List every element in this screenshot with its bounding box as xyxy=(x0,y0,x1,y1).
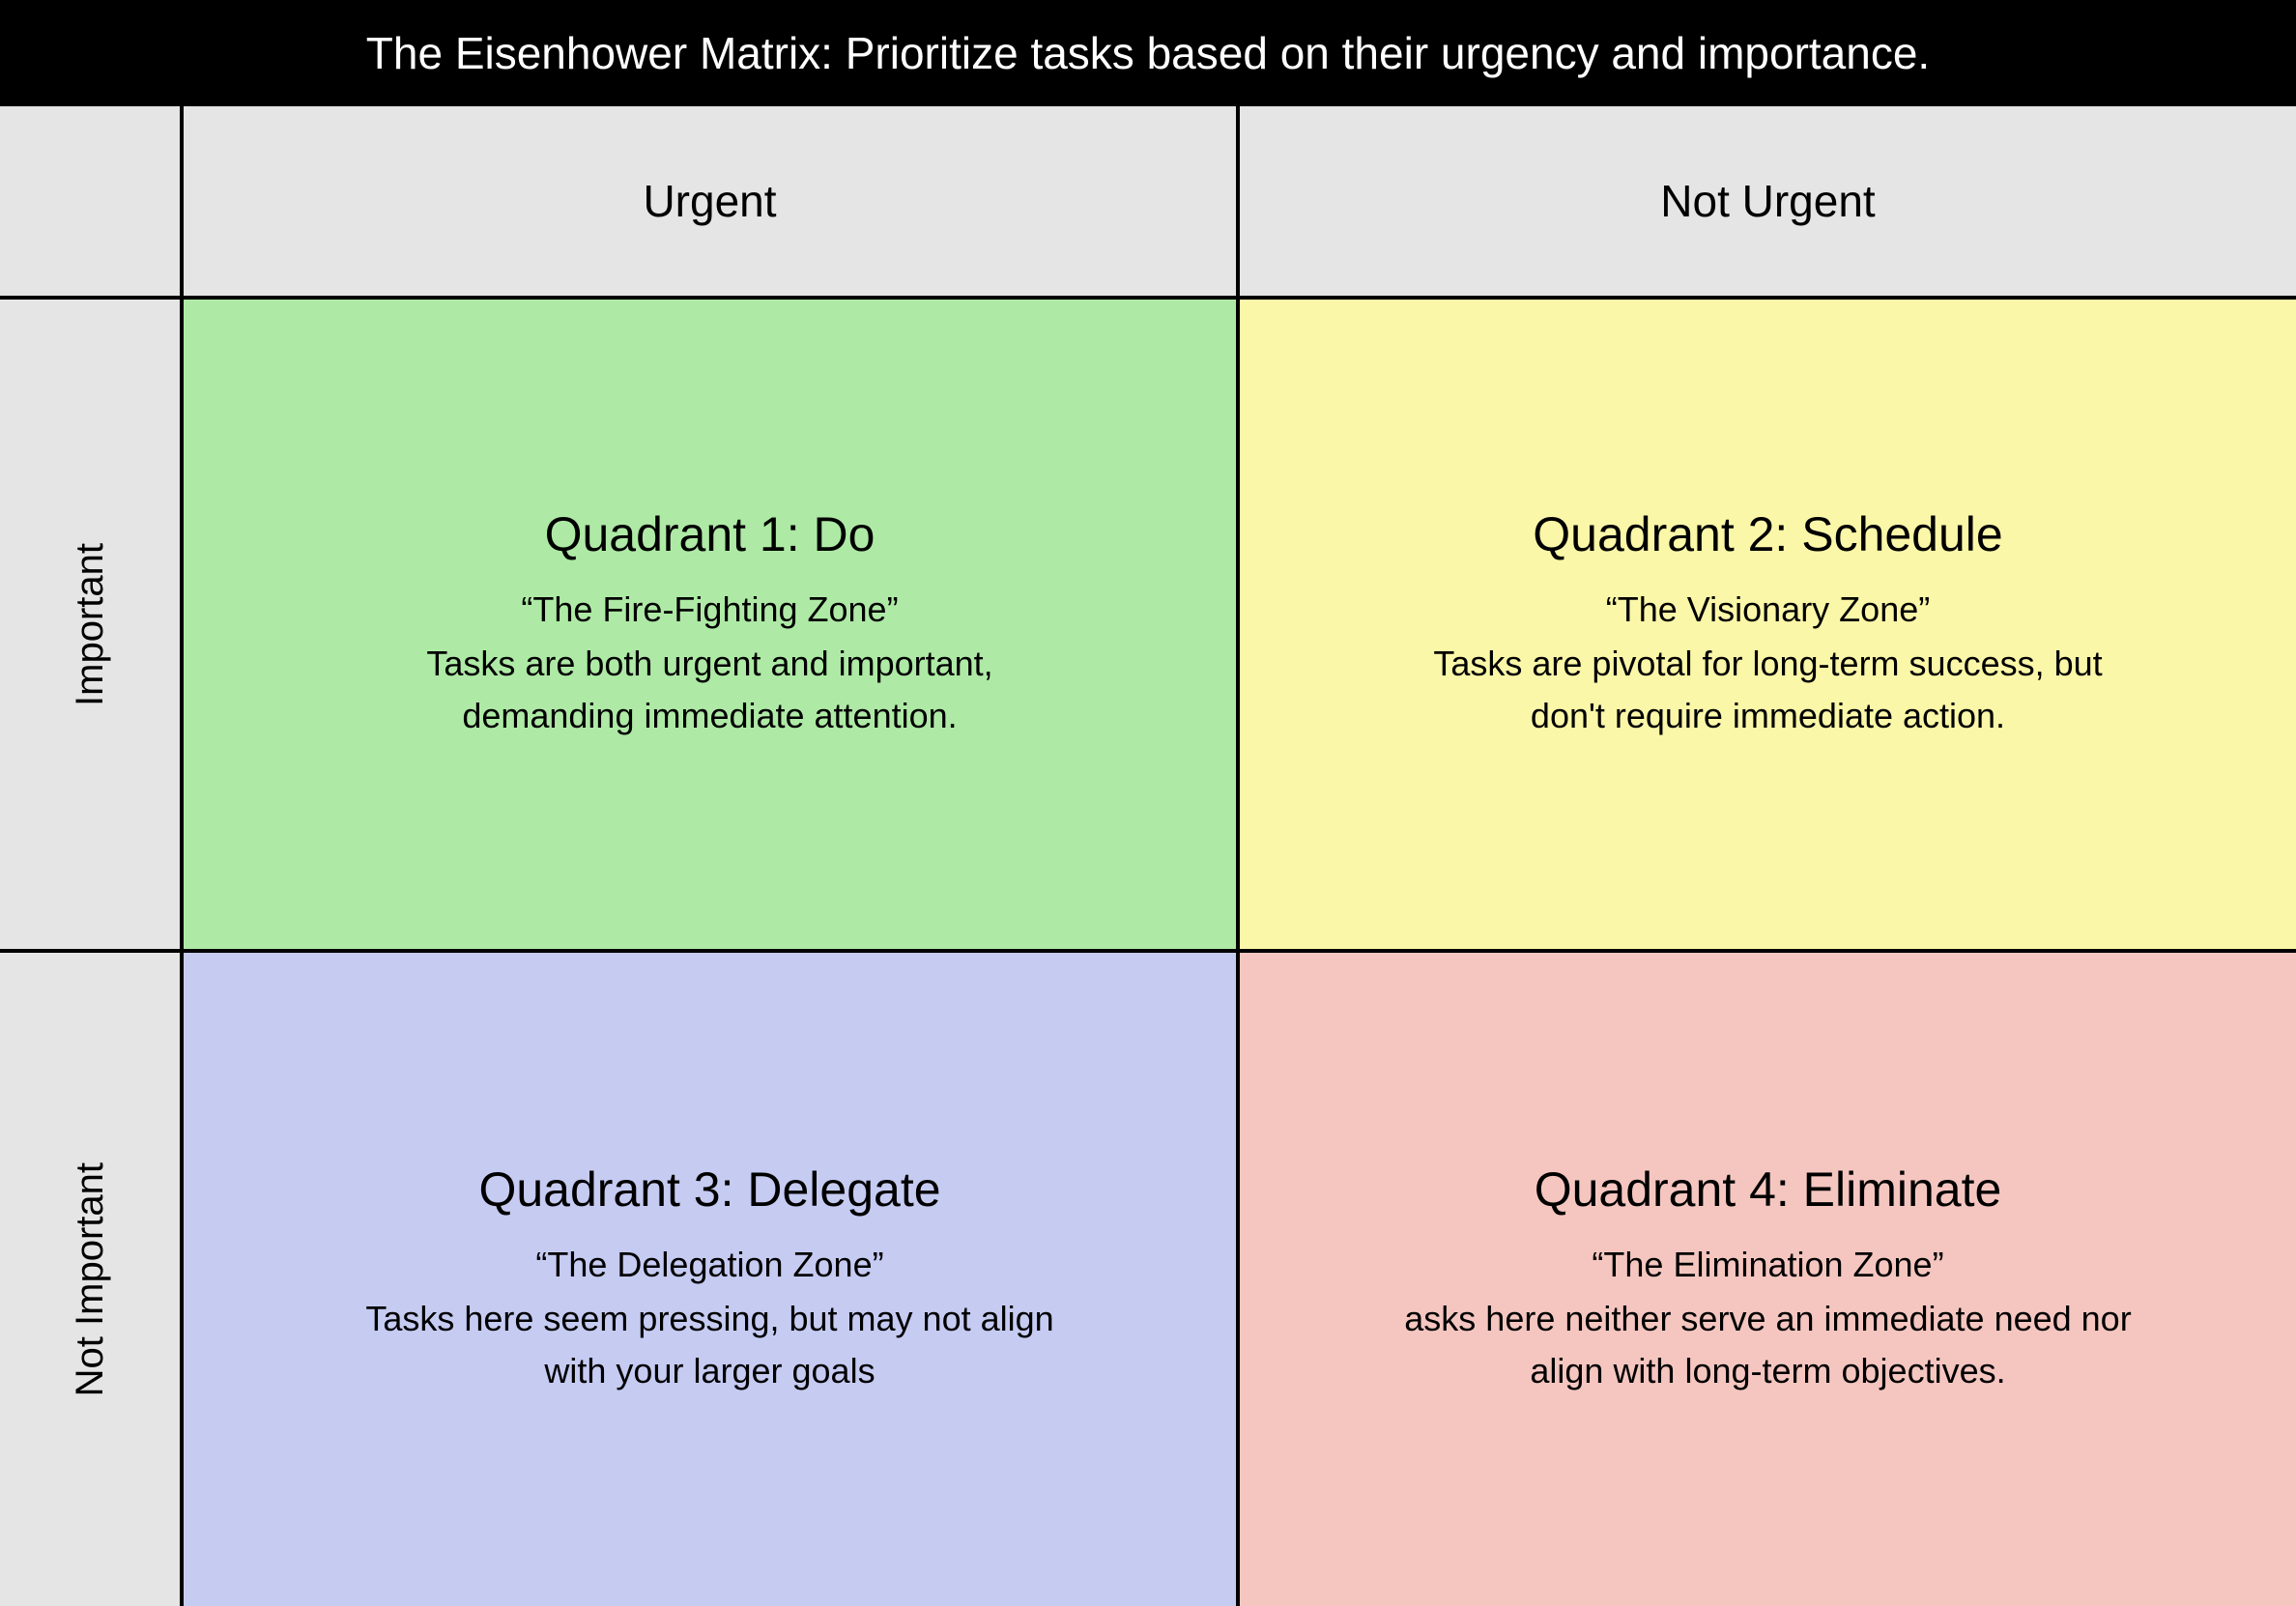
grid-corner xyxy=(0,106,184,300)
quadrant-description: asks here neither serve an immediate nee… xyxy=(1401,1293,2136,1397)
quadrant-zone: “The Delegation Zone” xyxy=(535,1245,883,1285)
row-header-not-important: Not Important xyxy=(0,953,184,1606)
quadrant-title: Quadrant 3: Delegate xyxy=(478,1161,940,1218)
quadrant-title: Quadrant 4: Eliminate xyxy=(1535,1161,2002,1218)
quadrant-zone: “The Visionary Zone” xyxy=(1606,589,1930,630)
row-header-important: Important xyxy=(0,300,184,953)
quadrant-zone: “The Fire-Fighting Zone” xyxy=(521,589,898,630)
column-label: Urgent xyxy=(643,175,776,227)
quadrant-title: Quadrant 2: Schedule xyxy=(1533,506,2002,562)
eisenhower-matrix-container: The Eisenhower Matrix: Prioritize tasks … xyxy=(0,0,2296,1606)
quadrant-do: Quadrant 1: Do “The Fire-Fighting Zone” … xyxy=(184,300,1240,953)
quadrant-description: Tasks are pivotal for long-term success,… xyxy=(1401,638,2136,742)
quadrant-schedule: Quadrant 2: Schedule “The Visionary Zone… xyxy=(1240,300,2296,953)
column-label: Not Urgent xyxy=(1660,175,1875,227)
quadrant-zone: “The Elimination Zone” xyxy=(1592,1245,1943,1285)
quadrant-description: Tasks here seem pressing, but may not al… xyxy=(343,1293,1077,1397)
quadrant-eliminate: Quadrant 4: Eliminate “The Elimination Z… xyxy=(1240,953,2296,1606)
matrix-title: The Eisenhower Matrix: Prioritize tasks … xyxy=(0,0,2296,106)
quadrant-description: Tasks are both urgent and important, dem… xyxy=(343,638,1077,742)
row-label: Important xyxy=(69,543,112,706)
quadrant-delegate: Quadrant 3: Delegate “The Delegation Zon… xyxy=(184,953,1240,1606)
column-header-urgent: Urgent xyxy=(184,106,1240,300)
matrix-grid: Urgent Not Urgent Important Quadrant 1: … xyxy=(0,106,2296,1606)
quadrant-title: Quadrant 1: Do xyxy=(545,506,875,562)
column-header-not-urgent: Not Urgent xyxy=(1240,106,2296,300)
row-label: Not Important xyxy=(69,1162,112,1396)
